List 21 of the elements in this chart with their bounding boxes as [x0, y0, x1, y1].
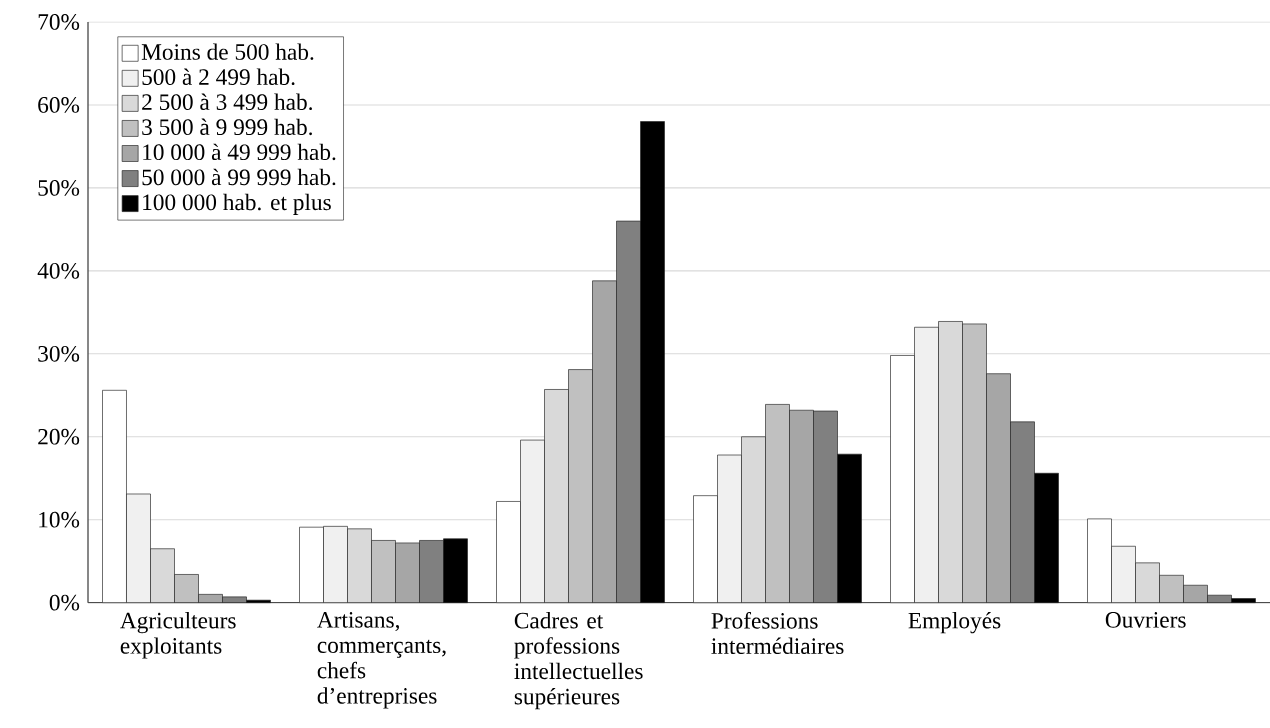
legend-label: Moins de 500 hab.	[141, 43, 314, 60]
y-tick-label: 60%	[38, 97, 80, 113]
legend-label: 10 000 à 49 999 hab.	[143, 143, 336, 161]
y-tick-label: 0%	[49, 594, 80, 611]
x-tick-label: Ouvriers	[1105, 612, 1186, 628]
y-tick-label: 30%	[38, 345, 80, 362]
legend-label: 100 000 hab. et plus	[143, 193, 331, 215]
legend-label: 2 500 à 3 499 hab.	[142, 93, 312, 111]
legend-label: 500 à 2 499 hab.	[142, 68, 295, 86]
x-tick-label: Professions intermédiaires	[711, 612, 844, 655]
y-tick-label: 70%	[38, 14, 80, 30]
x-tick-label: Agriculteurs exploitants	[120, 612, 236, 659]
legend-label: 3 500 à 9 999 hab.	[142, 118, 312, 136]
y-tick-label: 50%	[38, 180, 80, 196]
x-tick-label: Cadres et professions intellectuelles supérieures	[514, 612, 643, 710]
y-tick-label: 10%	[39, 511, 80, 528]
x-tick-label: Employés	[908, 612, 1001, 634]
y-tick-label: 20%	[38, 428, 80, 445]
legend-label: 50 000 à 99 999 hab.	[142, 168, 336, 186]
y-tick-label: 40%	[37, 262, 80, 279]
x-tick-label: Artisans, commerçants, chefs d’entreprises	[317, 612, 446, 709]
